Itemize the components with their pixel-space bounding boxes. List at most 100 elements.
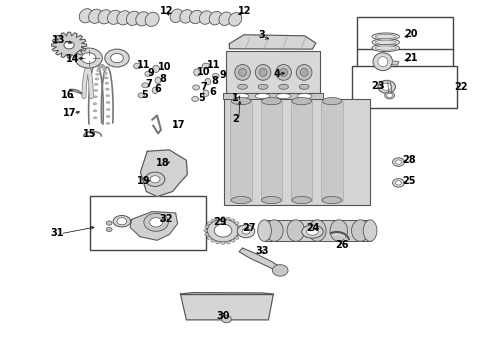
Ellipse shape (153, 65, 159, 72)
Text: 6: 6 (210, 87, 217, 97)
Text: 1: 1 (232, 93, 239, 103)
Ellipse shape (259, 68, 267, 76)
Ellipse shape (190, 10, 203, 24)
Ellipse shape (79, 9, 93, 23)
Ellipse shape (204, 229, 208, 232)
Polygon shape (388, 80, 392, 93)
Bar (351, 66, 457, 108)
Ellipse shape (363, 220, 377, 241)
Ellipse shape (207, 237, 211, 239)
Ellipse shape (105, 88, 109, 90)
Ellipse shape (205, 78, 211, 85)
Ellipse shape (309, 220, 326, 241)
Ellipse shape (235, 237, 239, 239)
Text: 6: 6 (155, 84, 161, 94)
Bar (226, 51, 320, 93)
Ellipse shape (239, 68, 246, 76)
Bar (357, 49, 453, 75)
Text: 17: 17 (172, 121, 186, 130)
Ellipse shape (300, 68, 308, 76)
Ellipse shape (276, 64, 292, 80)
Ellipse shape (351, 220, 369, 241)
Ellipse shape (255, 94, 270, 99)
Ellipse shape (111, 53, 123, 63)
Ellipse shape (75, 48, 102, 68)
Ellipse shape (238, 229, 242, 232)
Ellipse shape (144, 213, 168, 231)
Ellipse shape (134, 63, 142, 69)
Ellipse shape (98, 67, 101, 69)
Ellipse shape (202, 63, 210, 69)
Ellipse shape (231, 219, 235, 222)
Ellipse shape (107, 10, 122, 24)
Ellipse shape (207, 219, 239, 242)
Ellipse shape (372, 33, 399, 40)
Ellipse shape (105, 82, 109, 84)
Ellipse shape (373, 53, 392, 71)
Text: 16: 16 (61, 90, 75, 100)
Ellipse shape (330, 220, 347, 241)
Text: 12: 12 (238, 6, 252, 16)
Ellipse shape (378, 57, 388, 67)
Ellipse shape (229, 13, 242, 26)
Ellipse shape (211, 219, 215, 222)
Polygon shape (239, 248, 283, 273)
Polygon shape (141, 150, 187, 197)
Ellipse shape (272, 265, 288, 276)
Ellipse shape (279, 84, 289, 89)
Text: 5: 5 (142, 90, 148, 100)
Bar (264, 220, 371, 241)
Ellipse shape (226, 217, 230, 220)
Ellipse shape (101, 66, 105, 68)
Ellipse shape (145, 12, 159, 26)
Polygon shape (229, 35, 316, 49)
Text: 30: 30 (216, 311, 230, 320)
Ellipse shape (106, 122, 110, 125)
Text: 14: 14 (66, 54, 80, 64)
Ellipse shape (192, 96, 198, 102)
Ellipse shape (99, 64, 103, 66)
Ellipse shape (216, 217, 220, 220)
Ellipse shape (221, 316, 231, 323)
Ellipse shape (242, 228, 250, 234)
Ellipse shape (209, 12, 222, 25)
Polygon shape (180, 293, 273, 320)
Ellipse shape (302, 225, 323, 238)
Ellipse shape (142, 83, 149, 88)
Ellipse shape (262, 98, 281, 105)
Ellipse shape (375, 35, 396, 39)
Ellipse shape (280, 68, 288, 76)
Ellipse shape (205, 225, 209, 228)
Text: 28: 28 (402, 155, 416, 165)
Ellipse shape (372, 39, 399, 46)
Ellipse shape (64, 41, 74, 49)
Ellipse shape (146, 172, 165, 186)
Ellipse shape (97, 69, 100, 72)
Ellipse shape (375, 40, 396, 44)
Ellipse shape (98, 65, 102, 67)
Text: 15: 15 (83, 129, 97, 139)
Ellipse shape (307, 228, 318, 235)
Ellipse shape (262, 197, 281, 204)
Ellipse shape (234, 94, 249, 99)
Text: 19: 19 (137, 176, 150, 186)
Ellipse shape (375, 46, 396, 50)
Bar (357, 17, 453, 50)
Ellipse shape (212, 73, 219, 78)
Ellipse shape (89, 9, 102, 23)
Ellipse shape (235, 64, 250, 80)
Ellipse shape (150, 218, 162, 227)
Ellipse shape (387, 93, 392, 98)
Ellipse shape (299, 84, 309, 89)
Text: 7: 7 (145, 79, 151, 89)
Ellipse shape (199, 11, 213, 24)
Text: 8: 8 (159, 74, 166, 84)
Polygon shape (392, 61, 399, 65)
Text: 18: 18 (156, 158, 170, 168)
Ellipse shape (385, 92, 394, 99)
Text: 9: 9 (220, 70, 226, 80)
Ellipse shape (106, 227, 112, 231)
Ellipse shape (93, 117, 97, 119)
Text: 10: 10 (158, 62, 171, 72)
Ellipse shape (145, 71, 152, 76)
